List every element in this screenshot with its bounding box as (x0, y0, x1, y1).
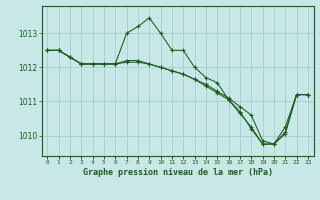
X-axis label: Graphe pression niveau de la mer (hPa): Graphe pression niveau de la mer (hPa) (83, 168, 273, 177)
